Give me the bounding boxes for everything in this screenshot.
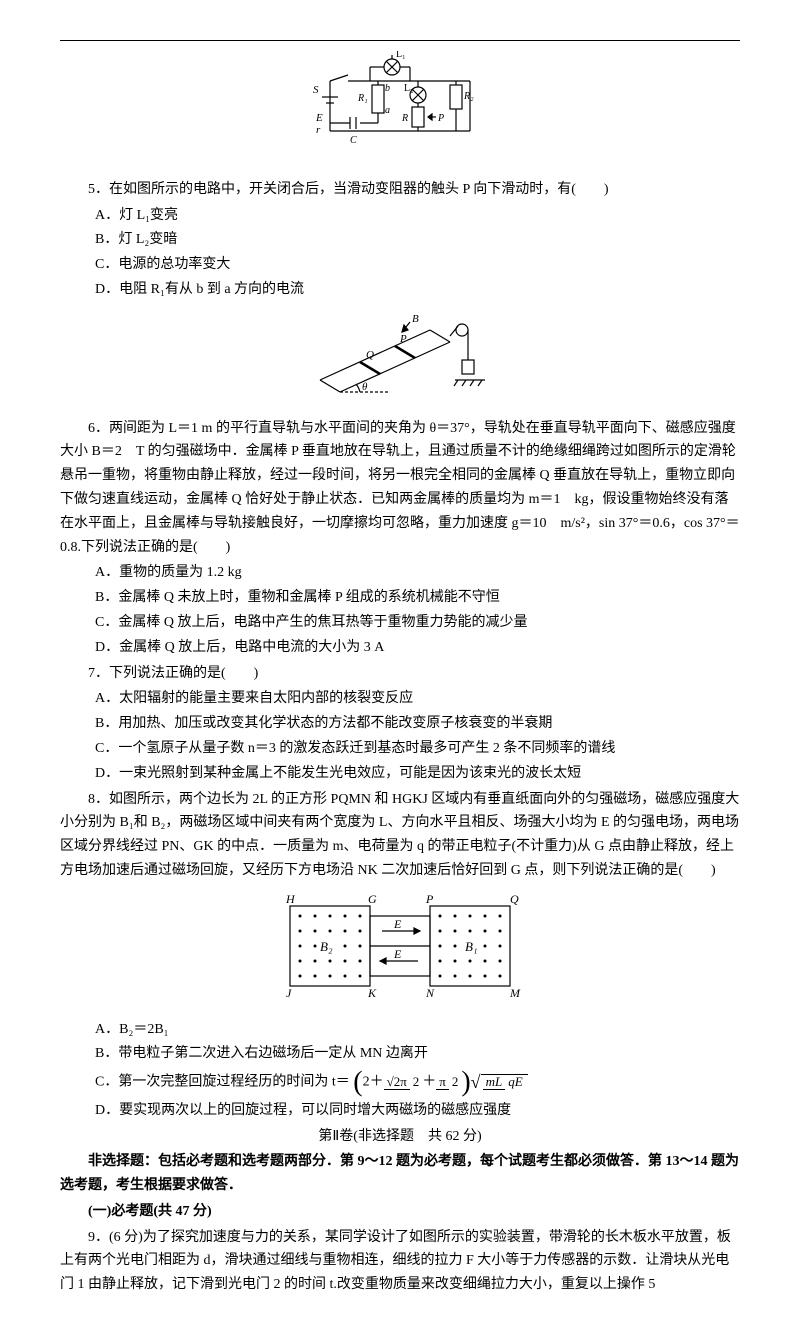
q5-opt-c: C．电源的总功率变大 (95, 253, 740, 277)
q8-opt-c: C．第一次完整回旋过程经历的时间为 t＝ (2＋√2π2＋π2)√mLqE (95, 1067, 740, 1098)
svg-text:E: E (393, 917, 402, 931)
q8-figure: E E H G P Q J K N M B₂ B₁ (60, 891, 740, 1010)
q6-figure: Q P B θ (60, 310, 740, 409)
q5-opt-d: D．电阻 R₁有从 b 到 a 方向的电流 (95, 278, 740, 302)
svg-text:r: r (316, 124, 321, 136)
svg-text:C: C (350, 135, 357, 146)
q6-opt-d: D．金属棒 Q 放上后，电路中电流的大小为 3 A (95, 636, 740, 660)
q7-opt-b: B．用加热、加压或改变其化学状态的方法都不能改变原子核衰变的半衰期 (95, 712, 740, 736)
svg-text:a: a (385, 105, 390, 116)
q8-opt-a: A．B₂＝2B₁ (95, 1018, 740, 1042)
svg-text:b: b (385, 83, 390, 94)
q6-opt-b: B．金属棒 Q 未放上时，重物和金属棒 P 组成的系统机械能不守恒 (95, 586, 740, 610)
svg-text:M: M (509, 986, 521, 1000)
svg-text:R₂: R₂ (463, 91, 474, 102)
q5-stem: 5．在如图所示的电路中，开关闭合后，当滑动变阻器的触头 P 向下滑动时，有( ) (60, 178, 740, 202)
page-top-rule (60, 40, 740, 41)
svg-text:B₁: B₁ (465, 939, 477, 954)
svg-text:Q: Q (366, 349, 374, 361)
svg-text:S: S (313, 84, 319, 96)
q5-opt-b: B．灯 L₂变暗 (95, 228, 740, 252)
svg-text:P: P (437, 113, 444, 124)
svg-text:K: K (367, 986, 377, 1000)
q6-opt-c: C．金属棒 Q 放上后，电路中产生的焦耳热等于重物重力势能的减少量 (95, 611, 740, 635)
svg-text:R₁: R₁ (357, 93, 368, 104)
q8-opt-b: B．带电粒子第二次进入右边磁场后一定从 MN 边离开 (95, 1042, 740, 1066)
svg-text:P: P (399, 333, 407, 345)
section2-sub: (一)必考题(共 47 分) (60, 1200, 740, 1224)
q7-opt-c: C．一个氢原子从量子数 n＝3 的激发态跃迁到基态时最多可产生 2 条不同频率的… (95, 737, 740, 761)
q6-stem: 6．两间距为 L＝1 m 的平行直导轨与水平面间的夹角为 θ＝37°，导轨处在垂… (60, 417, 740, 560)
section2-title: 第Ⅱ卷(非选择题 共 62 分) (60, 1125, 740, 1149)
svg-text:Q: Q (510, 892, 519, 906)
svg-text:B₂: B₂ (320, 939, 333, 954)
svg-text:N: N (425, 986, 435, 1000)
svg-text:E: E (393, 947, 402, 961)
svg-text:J: J (286, 986, 292, 1000)
q5-figure: S E r L₁ R₁ b a C L₂ (60, 51, 740, 170)
svg-text:L₁: L₁ (396, 51, 406, 60)
svg-text:G: G (368, 892, 377, 906)
svg-text:R: R (401, 113, 408, 124)
svg-text:H: H (285, 892, 296, 906)
svg-text:P: P (425, 892, 434, 906)
q5-opt-a: A．灯 L₁变亮 (95, 204, 740, 228)
q7-opt-d: D．一束光照射到某种金属上不能发生光电效应，可能是因为该束光的波长太短 (95, 762, 740, 786)
q7-opt-a: A．太阳辐射的能量主要来自太阳内部的核裂变反应 (95, 687, 740, 711)
q6-opt-a: A．重物的质量为 1.2 kg (95, 561, 740, 585)
q9-stem: 9．(6 分)为了探究加速度与力的关系，某同学设计了如图所示的实验装置，带滑轮的… (60, 1226, 740, 1297)
q8-opt-c-prefix: C．第一次完整回旋过程经历的时间为 t＝ (95, 1075, 350, 1090)
q8-stem: 8．如图所示，两个边长为 2L 的正方形 PQMN 和 HGKJ 区域内有垂直纸… (60, 788, 740, 883)
q7-stem: 7．下列说法正确的是( ) (60, 662, 740, 686)
section2-desc: 非选择题：包括必考题和选考题两部分．第 9～12 题为必考题，每个试题考生都必须… (60, 1150, 740, 1198)
svg-text:θ: θ (362, 381, 368, 393)
svg-text:E: E (315, 112, 323, 124)
svg-text:B: B (412, 313, 419, 325)
q8-opt-d: D．要实现两次以上的回旋过程，可以同时增大两磁场的磁感应强度 (95, 1099, 740, 1123)
svg-text:L₂: L₂ (404, 83, 414, 94)
